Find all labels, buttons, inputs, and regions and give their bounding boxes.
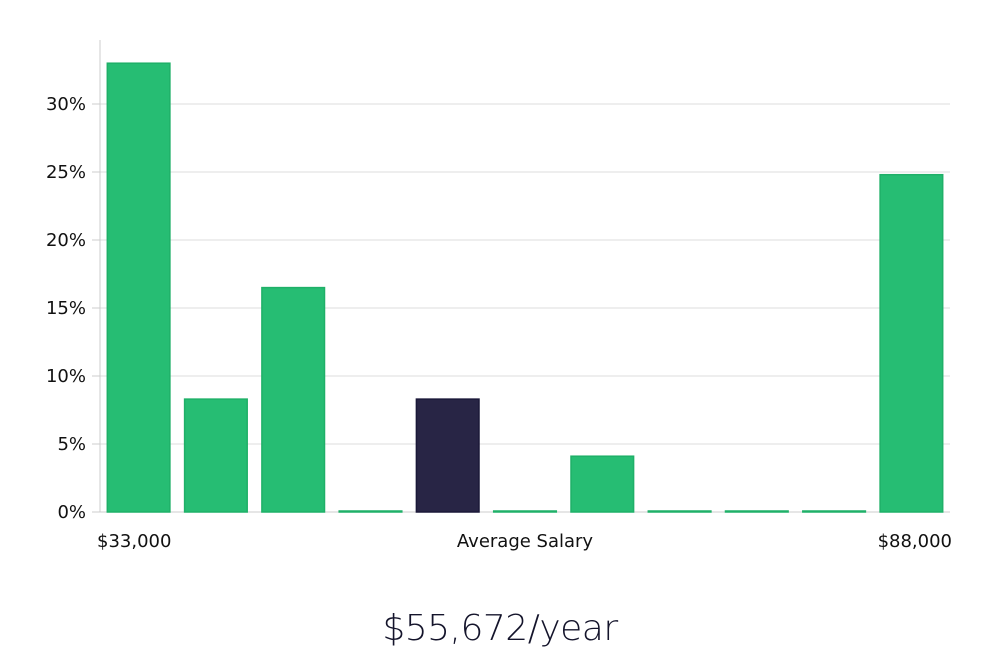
bar — [879, 173, 944, 513]
y-tick-label: 30% — [46, 94, 86, 115]
y-axis-tick-labels: 0% 5% 10% 15% 20% 25% 30% — [46, 94, 86, 523]
bar — [802, 510, 867, 513]
bar — [647, 510, 712, 513]
y-tick-label: 15% — [46, 298, 86, 319]
bar — [183, 398, 248, 513]
y-tick-label: 0% — [57, 502, 86, 523]
bar — [261, 286, 326, 513]
bars — [106, 62, 944, 513]
bar-highlighted — [415, 398, 480, 513]
x-axis-title: Average Salary — [457, 531, 594, 552]
bar — [338, 510, 403, 513]
salary-histogram: 0% 5% 10% 15% 20% 25% 30% $33,000 Average Sala… — [46, 40, 952, 552]
y-tick-label: 25% — [46, 162, 86, 183]
x-axis-max-label: $88,000 — [878, 531, 952, 552]
bar — [492, 510, 558, 513]
x-axis-min-label: $33,000 — [97, 531, 171, 552]
bar — [106, 62, 171, 513]
y-tick-label: 10% — [46, 366, 86, 387]
bar — [570, 455, 635, 513]
bar — [724, 510, 789, 513]
average-salary-value: $55,672/year — [382, 608, 618, 649]
y-tick-label: 20% — [46, 230, 86, 251]
y-tick-label: 5% — [57, 434, 86, 455]
